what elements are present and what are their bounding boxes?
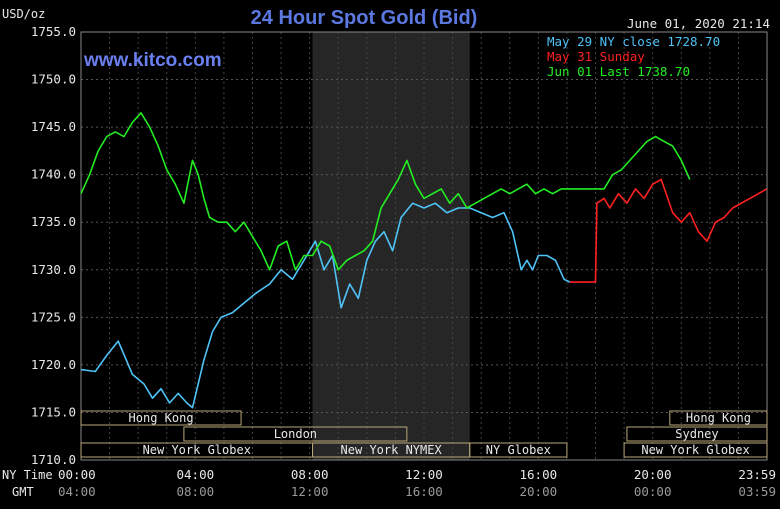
plot-frame bbox=[80, 31, 768, 461]
watermark: www.kitco.com bbox=[83, 50, 222, 71]
market-label: Sydney bbox=[675, 427, 718, 441]
y-tick-label: 1750.0 bbox=[31, 72, 76, 87]
legend: May 29 NY close 1728.70 May 31 Sunday Ju… bbox=[547, 34, 720, 79]
market-label: NY Globex bbox=[486, 443, 551, 457]
market-box bbox=[623, 442, 768, 458]
market-label: New York Globex bbox=[641, 443, 749, 457]
market-label: Hong Kong bbox=[686, 411, 751, 425]
market-label: New York NYMEX bbox=[341, 443, 443, 457]
market-box bbox=[626, 426, 768, 442]
axes: 1755.0 1750.0 1745.0 1740.0 1735.0 1730.0 1725… bbox=[31, 24, 776, 499]
chart-title: 24 Hour Spot Gold (Bid) bbox=[251, 7, 478, 29]
x-tick-label-gmt: 20:00 bbox=[520, 484, 558, 499]
y-tick-label: 1740.0 bbox=[31, 167, 76, 182]
y-tick-label: 1730.0 bbox=[31, 262, 76, 277]
y-tick-label: 1715.0 bbox=[31, 404, 76, 419]
y-tick-label: 1720.0 bbox=[31, 357, 76, 372]
x-tick-label-ny: 23:59 bbox=[738, 467, 776, 482]
market-label: London bbox=[274, 427, 317, 441]
ny-time-row-label: NY Time bbox=[2, 468, 53, 482]
gmt-row-label: GMT bbox=[12, 485, 34, 499]
legend-item-may31: May 31 Sunday bbox=[547, 49, 645, 64]
series-line-1 bbox=[569, 178, 768, 283]
series-line-2 bbox=[80, 112, 691, 271]
market-box bbox=[183, 426, 408, 442]
x-tick-label-ny: 12:00 bbox=[405, 467, 443, 482]
y-tick-label: 1745.0 bbox=[31, 119, 76, 134]
x-tick-label-ny: 16:00 bbox=[520, 467, 558, 482]
x-tick-label-ny: 08:00 bbox=[291, 467, 329, 482]
market-box bbox=[469, 442, 568, 458]
x-tick-label-ny: 04:00 bbox=[177, 467, 215, 482]
x-tick-label-gmt: 03:59 bbox=[738, 484, 776, 499]
x-tick-label-gmt: 16:00 bbox=[405, 484, 443, 499]
series-group bbox=[80, 112, 768, 409]
y-tick-label: 1755.0 bbox=[31, 24, 76, 39]
legend-item-jun01: Jun 01 Last 1738.70 bbox=[547, 64, 690, 79]
market-box bbox=[669, 410, 768, 426]
market-label: New York Globex bbox=[143, 443, 251, 457]
grid bbox=[80, 31, 768, 461]
y-tick-label: 1710.0 bbox=[31, 452, 76, 467]
x-tick-label-gmt: 08:00 bbox=[177, 484, 215, 499]
y-tick-label: 1725.0 bbox=[31, 309, 76, 324]
market-label: Hong Kong bbox=[129, 411, 194, 425]
timestamp: June 01, 2020 21:14 bbox=[627, 16, 770, 31]
series-line-0 bbox=[80, 202, 571, 409]
y-tick-label: 1735.0 bbox=[31, 214, 76, 229]
x-tick-label-ny: 00:00 bbox=[58, 467, 96, 482]
x-tick-label-ny: 20:00 bbox=[634, 467, 672, 482]
market-box bbox=[80, 410, 242, 426]
unit-label: USD/oz bbox=[2, 7, 45, 21]
x-tick-label-gmt: 12:00 bbox=[291, 484, 329, 499]
market-sessions: Hong Kong Hong Kong London Sydney New York G… bbox=[80, 410, 768, 458]
x-tick-label-gmt: 04:00 bbox=[58, 484, 96, 499]
x-tick-label-gmt: 00:00 bbox=[634, 484, 672, 499]
legend-item-may29: May 29 NY close 1728.70 bbox=[547, 34, 720, 49]
